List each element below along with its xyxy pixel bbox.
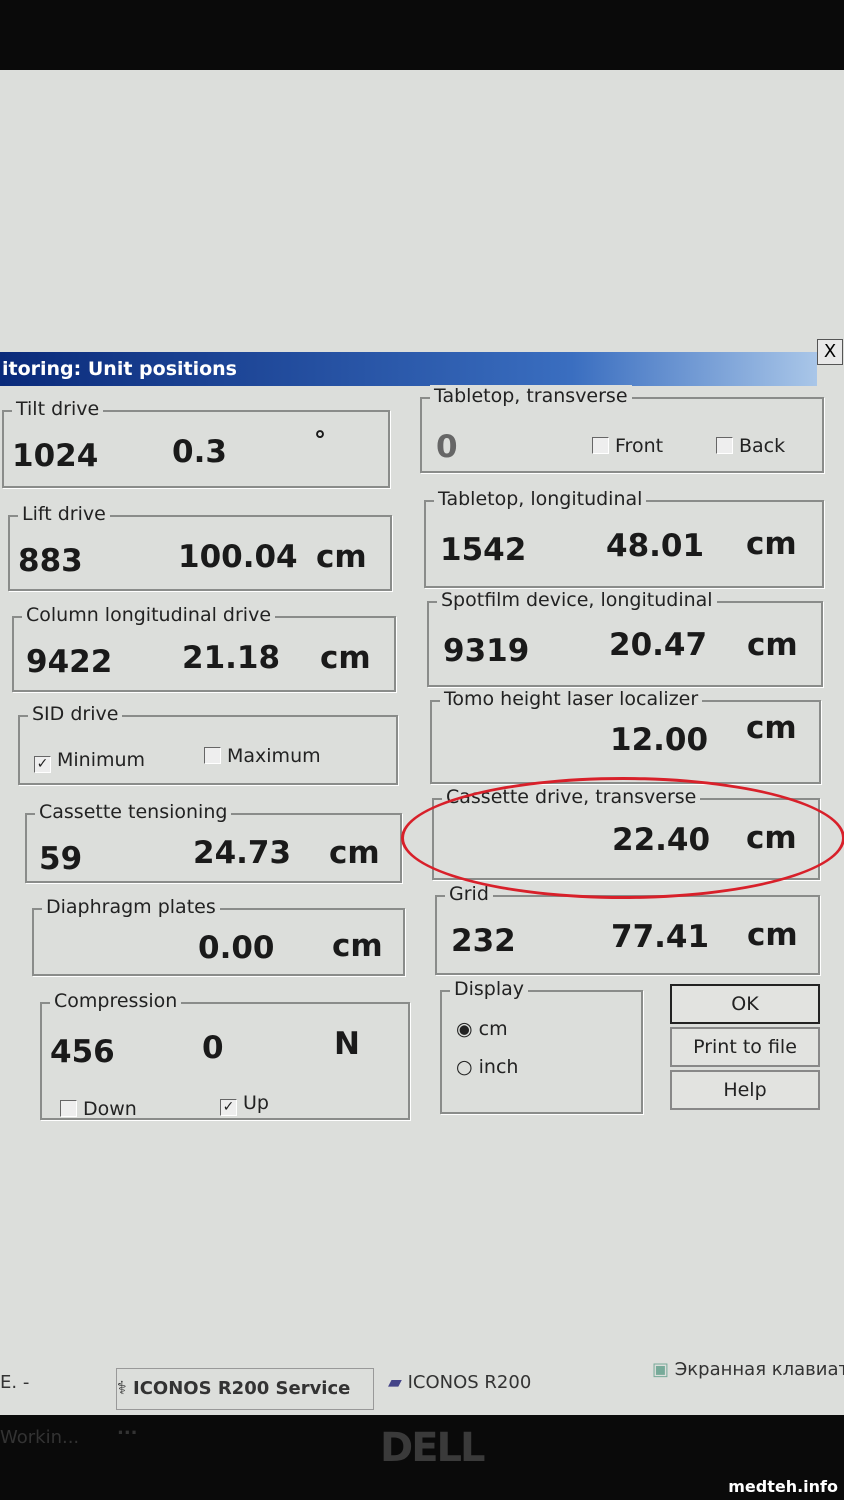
unit: ° — [314, 426, 326, 454]
taskbar-item[interactable]: ▰ ICONOS R200 — [388, 1355, 638, 1410]
group-diaphragm-plates: Diaphragm plates 0.00 cm — [32, 896, 405, 976]
group-label: Column longitudinal drive — [22, 604, 276, 626]
group-tabletop-longitudinal: Tabletop, longitudinal 1542 48.01 cm — [424, 488, 824, 588]
raw-value: 1542 — [440, 532, 527, 568]
group-cassette-tensioning: Cassette tensioning 59 24.73 cm — [25, 801, 402, 883]
radio-inch[interactable]: ○ inch — [456, 1056, 518, 1078]
raw-value: 59 — [39, 841, 83, 877]
checkbox-box — [716, 437, 733, 454]
watermark: medteh.info — [728, 1477, 838, 1496]
unit: N — [334, 1026, 360, 1062]
group-label: Spotfilm device, longitudinal — [437, 589, 717, 611]
up-checkbox[interactable]: ✓ Up — [220, 1092, 269, 1116]
group-tilt-drive: Tilt drive 1024 0.3 ° — [2, 398, 390, 488]
taskbar-item-active[interactable]: ⚕ ICONOS R200 Service ... — [116, 1368, 374, 1439]
ok-button[interactable]: OK — [670, 984, 820, 1024]
value: 0.00 — [198, 930, 275, 966]
unit: cm — [747, 627, 798, 663]
group-label: Tabletop, longitudinal — [434, 488, 647, 510]
radio-selected-icon: ◉ — [456, 1018, 479, 1040]
unit: cm — [746, 526, 797, 562]
raw-value: 9422 — [26, 644, 113, 680]
value: 48.01 — [606, 528, 705, 564]
checkbox-box — [592, 437, 609, 454]
group-label: Diaphragm plates — [42, 896, 220, 918]
value: 100.04 — [178, 539, 298, 575]
screen — [0, 70, 844, 1415]
checkbox-label: Front — [615, 435, 664, 457]
radio-label: cm — [478, 1018, 508, 1040]
taskbar-item[interactable]: ▣ Экранная клавиату — [652, 1342, 844, 1397]
taskbar-label: ICONOS R200 — [407, 1372, 532, 1393]
raw-value: 1024 — [12, 438, 99, 474]
dell-logo: DELL — [380, 1425, 486, 1471]
check-icon: ✓ — [220, 1099, 237, 1116]
raw-value: 0 — [436, 429, 458, 465]
close-button[interactable]: X — [817, 339, 843, 365]
back-checkbox[interactable]: Back — [716, 435, 785, 457]
checkbox-label: Down — [83, 1098, 137, 1120]
checkbox-label: Up — [243, 1092, 269, 1114]
taskbar-label: Экранная клавиату — [674, 1359, 844, 1380]
group-column-longitudinal: Column longitudinal drive 9422 21.18 cm — [12, 604, 396, 692]
group-label: Compression — [50, 990, 182, 1012]
group-tabletop-transverse: Tabletop, transverse 0 Front Back — [420, 385, 824, 473]
app-icon: ⚕ — [117, 1378, 134, 1399]
group-spotfilm-longitudinal: Spotfilm device, longitudinal 9319 20.47… — [427, 589, 823, 687]
window-title: itoring: Unit positions — [0, 352, 817, 386]
group-tomo-height: Tomo height laser localizer 12.00 cm — [430, 688, 821, 784]
value: 12.00 — [610, 722, 709, 758]
unit: cm — [316, 539, 367, 575]
book-icon: ▰ — [388, 1372, 408, 1393]
unit: cm — [746, 710, 797, 746]
raw-value: 883 — [18, 543, 83, 579]
print-to-file-button[interactable]: Print to file — [670, 1027, 820, 1067]
value: 77.41 — [611, 919, 710, 955]
value: 24.73 — [193, 835, 292, 871]
group-label: Tabletop, transverse — [430, 385, 632, 407]
checkbox-label: Maximum — [227, 745, 321, 767]
radio-label: inch — [478, 1056, 519, 1078]
check-icon: ✓ — [34, 756, 51, 773]
group-sid-drive: SID drive ✓ Minimum Maximum — [18, 703, 398, 785]
keyboard-icon: ▣ — [652, 1359, 675, 1380]
radio-icon: ○ — [456, 1056, 479, 1078]
checkbox-label: Minimum — [57, 749, 146, 771]
unit: cm — [747, 917, 798, 953]
checkbox-box — [60, 1100, 77, 1117]
red-highlight-ellipse — [401, 777, 844, 899]
taskbar-label: ICONOS R200 Service ... — [117, 1378, 351, 1439]
group-label: Tilt drive — [12, 398, 104, 420]
raw-value: 9319 — [443, 633, 530, 669]
unit: cm — [329, 835, 380, 871]
group-display: Display ◉ cm ○ inch — [440, 978, 643, 1114]
value: 0 — [202, 1030, 224, 1066]
down-checkbox[interactable]: Down — [60, 1098, 137, 1120]
checkbox-label: Back — [739, 435, 786, 457]
group-grid: Grid 232 77.41 cm — [435, 883, 820, 975]
group-label: Lift drive — [18, 503, 110, 525]
radio-cm[interactable]: ◉ cm — [456, 1018, 508, 1040]
minimum-checkbox[interactable]: ✓ Minimum — [34, 749, 145, 773]
value: 0.3 — [172, 434, 227, 470]
help-button[interactable]: Help — [670, 1070, 820, 1110]
value: 21.18 — [182, 640, 281, 676]
raw-value: 232 — [451, 923, 516, 959]
checkbox-box — [204, 747, 221, 764]
raw-value: 456 — [50, 1034, 115, 1070]
group-lift-drive: Lift drive 883 100.04 cm — [8, 503, 392, 591]
group-label: Cassette tensioning — [35, 801, 232, 823]
value: 20.47 — [609, 627, 708, 663]
maximum-checkbox[interactable]: Maximum — [204, 745, 321, 767]
front-checkbox[interactable]: Front — [592, 435, 663, 457]
group-label: SID drive — [28, 703, 123, 725]
group-label: Tomo height laser localizer — [440, 688, 703, 710]
unit: cm — [332, 928, 383, 964]
unit: cm — [320, 640, 371, 676]
group-compression: Compression 456 0 N Down ✓ Up — [40, 990, 410, 1120]
group-label: Grid — [445, 883, 493, 905]
taskbar-item[interactable]: E. - Workin... — [0, 1372, 80, 1448]
group-label: Display — [450, 978, 529, 1000]
